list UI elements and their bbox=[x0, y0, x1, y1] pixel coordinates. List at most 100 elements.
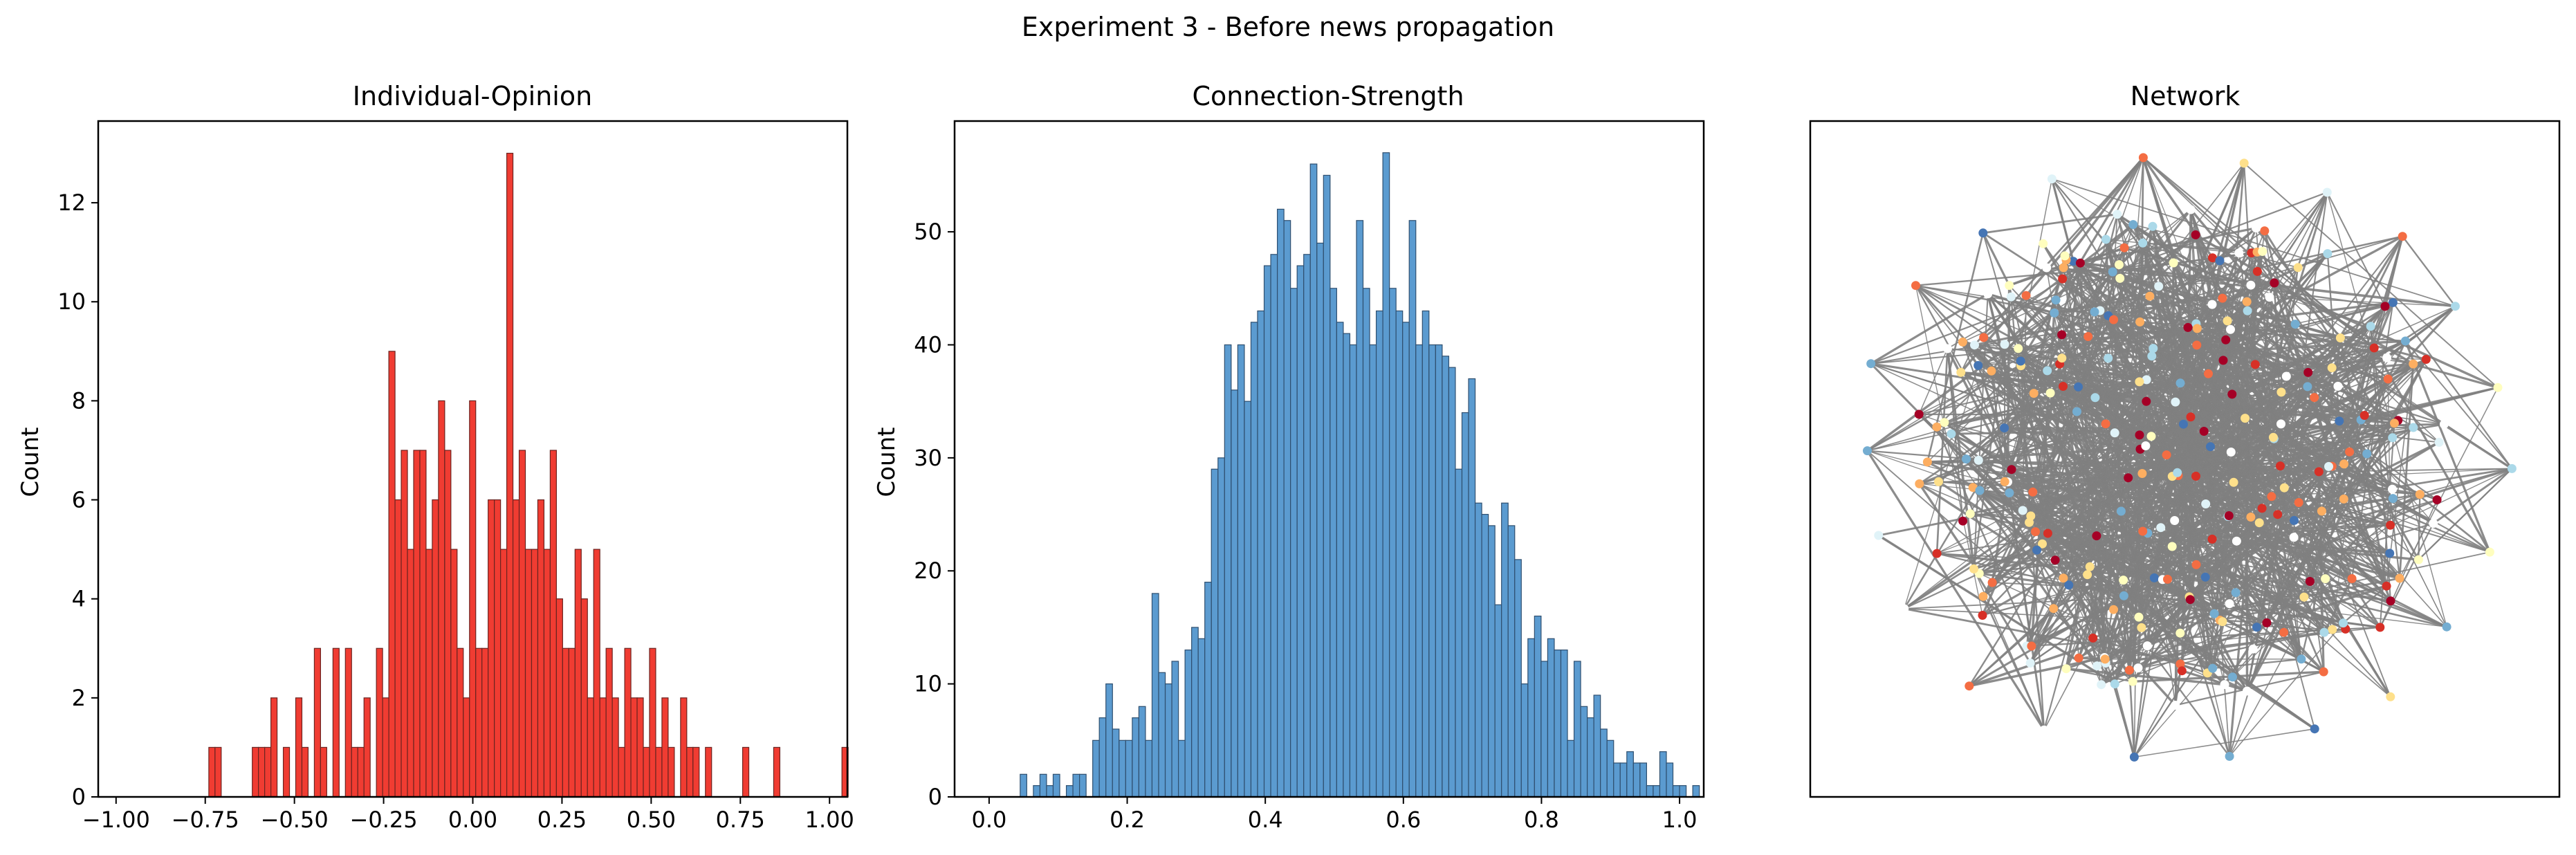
histogram-bar bbox=[1395, 310, 1404, 798]
network-node bbox=[2262, 618, 2272, 627]
network-node bbox=[1899, 604, 1909, 614]
network-node bbox=[2215, 256, 2225, 266]
histogram-bar bbox=[618, 746, 625, 798]
network-node bbox=[2199, 427, 2209, 436]
network-node bbox=[2186, 205, 2196, 214]
network-node bbox=[2050, 308, 2059, 318]
network-edge bbox=[2373, 347, 2491, 553]
network-node bbox=[2317, 506, 2326, 516]
histogram-bar bbox=[413, 450, 421, 798]
histogram-bar bbox=[1494, 604, 1502, 798]
network-node bbox=[2409, 359, 2418, 369]
histogram-bar bbox=[543, 549, 551, 798]
network-node bbox=[1970, 340, 1979, 350]
histogram-bar bbox=[518, 450, 526, 798]
network-node bbox=[2179, 419, 2188, 429]
histogram-bar bbox=[382, 697, 389, 798]
strength-histogram-ylabel: Count bbox=[873, 428, 901, 497]
network-node bbox=[2119, 243, 2129, 252]
network-edge bbox=[2062, 250, 2263, 279]
network-node bbox=[2207, 300, 2217, 309]
network-node bbox=[2208, 253, 2217, 263]
network-node bbox=[2092, 531, 2101, 541]
network-edge bbox=[1938, 227, 2257, 483]
network-node bbox=[2018, 506, 2027, 515]
network-edge bbox=[1936, 552, 2070, 586]
network-node bbox=[2100, 654, 2110, 664]
network-node bbox=[2061, 664, 2071, 674]
histogram-bar bbox=[475, 647, 483, 798]
x-tick-label: 0.2 bbox=[1110, 807, 1145, 833]
histogram-bar bbox=[1309, 163, 1318, 798]
x-tick-label: 1.00 bbox=[805, 807, 854, 833]
network-edge bbox=[1981, 242, 2144, 616]
network-node bbox=[2051, 295, 2061, 305]
histogram-bar bbox=[1593, 695, 1601, 798]
network-node bbox=[1934, 477, 1943, 486]
network-edge bbox=[2398, 364, 2415, 579]
network-edge bbox=[2095, 323, 2296, 398]
figure-suptitle: Experiment 3 - Before news propagation bbox=[1022, 12, 1554, 42]
network-node bbox=[2149, 344, 2158, 353]
x-tick-label: 0.00 bbox=[448, 807, 497, 833]
histogram-bar bbox=[1033, 785, 1041, 798]
histogram-bar bbox=[1197, 638, 1206, 798]
strength-histogram-bars bbox=[1020, 152, 1700, 798]
network-edge bbox=[2078, 511, 2122, 659]
opinion-histogram-panel: Individual-Opinion Count −1.00 −0.75 −0.50… bbox=[17, 81, 854, 833]
network-edge bbox=[2093, 234, 2197, 313]
network-node bbox=[2366, 322, 2375, 331]
histogram-bar bbox=[773, 746, 781, 798]
network-node bbox=[2429, 519, 2438, 528]
opinion-histogram-bars bbox=[208, 152, 849, 798]
network-node bbox=[2310, 724, 2319, 734]
network-edge bbox=[2034, 252, 2240, 533]
histogram-bar bbox=[655, 746, 663, 798]
histogram-bar bbox=[624, 647, 632, 798]
network-edge bbox=[2418, 468, 2512, 560]
network-node bbox=[2386, 692, 2395, 701]
histogram-bar bbox=[636, 697, 644, 798]
network-node bbox=[2335, 416, 2344, 426]
histogram-bar bbox=[1145, 739, 1153, 798]
network-edge bbox=[1960, 156, 2144, 374]
network-node bbox=[2137, 469, 2147, 478]
network-node bbox=[2507, 463, 2517, 473]
network-node bbox=[2226, 448, 2236, 457]
histogram-bar bbox=[344, 647, 352, 798]
network-node bbox=[2177, 666, 2187, 676]
histogram-bar bbox=[568, 647, 576, 798]
histogram-bar bbox=[1534, 615, 1542, 798]
network-node bbox=[2224, 511, 2234, 520]
x-tick-label: −0.50 bbox=[261, 807, 329, 833]
network-edge bbox=[2326, 253, 2340, 421]
network-edge bbox=[1972, 486, 2038, 551]
network-node bbox=[1969, 564, 1978, 573]
network-edge bbox=[2029, 475, 2173, 524]
network-edge bbox=[2229, 537, 2295, 757]
histogram-bar bbox=[463, 697, 470, 798]
histogram-bar bbox=[1336, 322, 1344, 798]
opinion-histogram-frame bbox=[97, 120, 849, 798]
network-node bbox=[1958, 337, 1967, 347]
network-node bbox=[2169, 258, 2178, 268]
network-node bbox=[2175, 628, 2185, 638]
network-edge bbox=[2245, 417, 2490, 553]
network-edge bbox=[2128, 465, 2333, 479]
strength-histogram-frame bbox=[953, 120, 1705, 798]
network-node bbox=[2243, 686, 2252, 696]
network-edge bbox=[2404, 340, 2491, 553]
network-node bbox=[1932, 549, 1942, 558]
network-node bbox=[2124, 665, 2134, 675]
histogram-bar bbox=[1540, 661, 1549, 798]
histogram-bar bbox=[1422, 310, 1430, 798]
histogram-bar bbox=[1290, 288, 1298, 798]
histogram-bar bbox=[500, 549, 508, 798]
network-node bbox=[1962, 454, 1971, 464]
network-node bbox=[2186, 412, 2196, 422]
network-node bbox=[2388, 433, 2398, 443]
histogram-bar bbox=[419, 450, 427, 798]
network-edge bbox=[1919, 347, 2375, 485]
network-node bbox=[2279, 483, 2289, 493]
histogram-bar bbox=[512, 499, 520, 798]
